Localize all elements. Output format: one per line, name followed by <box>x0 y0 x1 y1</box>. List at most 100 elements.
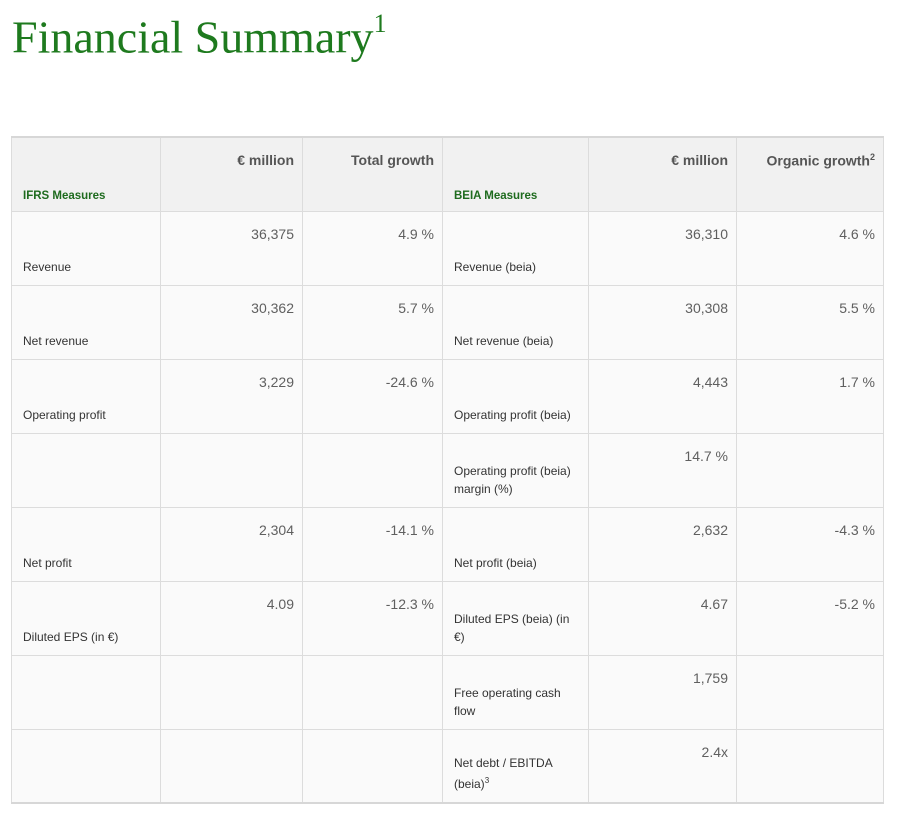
ifrs-million-value-cell <box>160 654 303 730</box>
beia-organic-growth-value-text: -4.3 % <box>834 521 875 538</box>
table-row: Free operating cash flow 1,759 <box>11 654 884 730</box>
ifrs-measure-label: Net revenue <box>23 332 150 350</box>
beia-organic-growth-value-text: 1.7 % <box>839 373 875 390</box>
ifrs-million-value-text: 30,362 <box>251 299 294 316</box>
beia-measure-label: Operating profit (beia) margin (%) <box>454 462 578 498</box>
beia-million-value: 2.4x <box>702 744 728 760</box>
header-beia-million: € million <box>588 136 737 212</box>
beia-organic-growth-value-text: -5.2 % <box>834 595 875 612</box>
beia-million-value: 1,759 <box>693 670 728 686</box>
beia-million-value-text: 4,443 <box>692 373 728 390</box>
ifrs-million-value: 3,229 <box>259 374 294 390</box>
beia-measure-label-text: Net debt / EBITDA (beia) <box>454 756 553 791</box>
ifrs-total-growth-value: -12.3 % <box>386 596 434 612</box>
beia-measure-label-text: Net revenue (beia) <box>454 333 554 348</box>
beia-organic-growth-value-cell: -4.3 % <box>736 506 884 582</box>
beia-million-value-text: 30,308 <box>685 299 728 316</box>
beia-million-value: 36,310 <box>685 226 728 242</box>
table-row: Operating profit (beia) margin (%) 14.7 % <box>11 432 884 508</box>
beia-organic-growth-value-text: 4.6 % <box>839 225 875 242</box>
footnote-marker: 3 <box>484 776 490 785</box>
page-title: Financial Summary1 <box>12 0 387 65</box>
beia-organic-growth-value: 5.5 % <box>839 300 875 316</box>
ifrs-total-growth-value-text: -14.1 % <box>385 521 434 538</box>
beia-million-value-text: 14.7 % <box>684 447 728 464</box>
ifrs-measure-label-text: Net revenue <box>23 333 89 348</box>
beia-measure-label: Free operating cash flow <box>454 684 578 720</box>
beia-million-value-cell: 30,308 <box>588 284 737 360</box>
beia-measure-label: Operating profit (beia) <box>454 406 578 424</box>
beia-organic-growth-value: 4.6 % <box>839 226 875 242</box>
beia-organic-growth-value: -5.2 % <box>835 596 875 612</box>
beia-measure-label-cell: Diluted EPS (beia) (in €) <box>442 580 589 656</box>
header-ifrs-measures: IFRS Measures <box>11 136 161 212</box>
organic-growth-footnote-marker: 2 <box>869 152 875 162</box>
ifrs-million-value-cell: 2,304 <box>160 506 303 582</box>
beia-million-value: 30,308 <box>685 300 728 316</box>
ifrs-million-value: 36,375 <box>251 226 294 242</box>
ifrs-total-growth-value: -24.6 % <box>386 374 434 390</box>
ifrs-measure-label-text: Net profit <box>23 555 72 570</box>
beia-organic-growth-value: -4.3 % <box>835 522 875 538</box>
total-growth-header: Total growth <box>351 152 434 168</box>
organic-growth-header: Organic growth2 <box>767 152 875 169</box>
beia-organic-growth-value-cell: 1.7 % <box>736 358 884 434</box>
beia-measure-label-text: Revenue (beia) <box>454 259 537 274</box>
table-row: Net debt / EBITDA (beia)3 2.4x <box>11 728 884 804</box>
ifrs-measure-label-cell: Revenue <box>11 210 161 286</box>
ifrs-million-value-cell: 3,229 <box>160 358 303 434</box>
ifrs-measure-label-cell <box>11 728 161 804</box>
beia-organic-growth-value-cell <box>736 728 884 804</box>
ifrs-measure-label-cell: Net revenue <box>11 284 161 360</box>
ifrs-measure-label-cell: Operating profit <box>11 358 161 434</box>
ifrs-million-header: € million <box>237 152 294 168</box>
ifrs-measure-label: Revenue <box>23 258 150 276</box>
ifrs-total-growth-value-cell <box>302 654 443 730</box>
beia-organic-growth-value-cell: 5.5 % <box>736 284 884 360</box>
table-header-row: IFRS Measures € million Total growth BEI… <box>11 136 884 212</box>
beia-million-value-cell: 36,310 <box>588 210 737 286</box>
ifrs-million-value-text: 36,375 <box>251 225 294 242</box>
beia-measure-label-text: Operating profit (beia) <box>454 407 571 422</box>
beia-organic-growth-value-cell: -5.2 % <box>736 580 884 656</box>
ifrs-million-value: 30,362 <box>251 300 294 316</box>
table-row: Net profit 2,304 -14.1 % Net profit (beia) 2… <box>11 506 884 582</box>
header-organic-growth: Organic growth2 <box>736 136 884 212</box>
ifrs-million-value-cell <box>160 728 303 804</box>
ifrs-measure-label-text: Diluted EPS (in €) <box>23 629 119 644</box>
ifrs-total-growth-value: 4.9 % <box>398 226 434 242</box>
beia-measure-label: Diluted EPS (beia) (in €) <box>454 610 578 646</box>
beia-million-header: € million <box>671 152 728 168</box>
beia-million-value-cell: 14.7 % <box>588 432 737 508</box>
beia-measure-label-cell: Net revenue (beia) <box>442 284 589 360</box>
ifrs-total-growth-value-cell: -24.6 % <box>302 358 443 434</box>
ifrs-total-growth-value-cell: 5.7 % <box>302 284 443 360</box>
header-ifrs-million: € million <box>160 136 303 212</box>
ifrs-million-value-text: 4.09 <box>266 595 294 612</box>
beia-measure-label-text: Net profit (beia) <box>454 555 537 570</box>
table-row: Net revenue 30,362 5.7 % Net revenue (beia)… <box>11 284 884 360</box>
ifrs-total-growth-value: -14.1 % <box>386 522 434 538</box>
header-total-growth: Total growth <box>302 136 443 212</box>
beia-million-value-cell: 2,632 <box>588 506 737 582</box>
ifrs-total-growth-value-cell <box>302 432 443 508</box>
beia-measure-label-text: Operating profit (beia) margin (%) <box>454 463 571 496</box>
beia-organic-growth-value-cell: 4.6 % <box>736 210 884 286</box>
ifrs-total-growth-value-text: -24.6 % <box>385 373 434 390</box>
financial-summary-table: IFRS Measures € million Total growth BEI… <box>11 136 884 804</box>
ifrs-million-value-cell: 36,375 <box>160 210 303 286</box>
table-row: Revenue 36,375 4.9 % Revenue (beia) 36,310 4.… <box>11 210 884 286</box>
beia-organic-growth-value-text: 5.5 % <box>839 299 875 316</box>
ifrs-total-growth-value-cell: -12.3 % <box>302 580 443 656</box>
ifrs-measure-label: Diluted EPS (in €) <box>23 628 150 646</box>
ifrs-million-value-cell: 4.09 <box>160 580 303 656</box>
ifrs-total-growth-value-cell: 4.9 % <box>302 210 443 286</box>
beia-million-value-cell: 2.4x <box>588 728 737 804</box>
organic-growth-text: Organic growth <box>766 152 870 169</box>
ifrs-measure-label: Operating profit <box>23 406 150 424</box>
beia-measure-label-cell: Net profit (beia) <box>442 506 589 582</box>
beia-million-value-text: 4.67 <box>700 595 728 612</box>
ifrs-million-value-text: 3,229 <box>258 373 294 390</box>
beia-organic-growth-value-cell <box>736 432 884 508</box>
ifrs-million-value-cell <box>160 432 303 508</box>
